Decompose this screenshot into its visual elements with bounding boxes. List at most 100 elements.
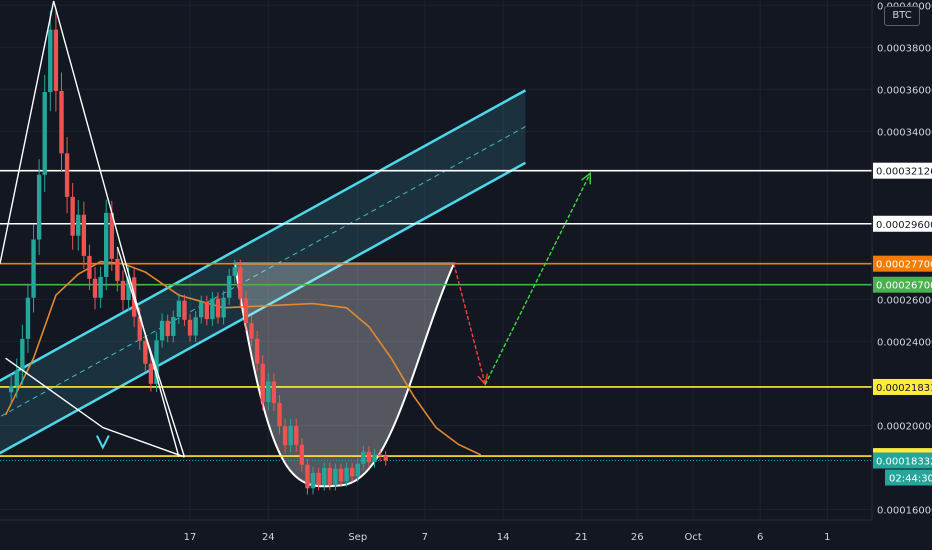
- candle-body: [154, 340, 159, 384]
- time-tick-label: 17: [184, 532, 197, 543]
- projection-arrows[interactable]: [453, 171, 591, 387]
- candle-body: [288, 426, 293, 446]
- horizontal-levels[interactable]: [0, 169, 872, 461]
- candle-body: [333, 468, 338, 486]
- candles: [8, 9, 388, 495]
- candle-body: [8, 385, 14, 393]
- candle-body: [361, 451, 366, 464]
- level-label-background: [873, 215, 932, 232]
- candle-body: [70, 196, 75, 236]
- candle-body: [338, 468, 344, 482]
- level-label-background: [873, 452, 932, 469]
- candle-body: [277, 402, 282, 427]
- candle-body: [238, 267, 243, 299]
- price-tick-label: 0.00036000: [877, 85, 932, 96]
- candle-body: [377, 454, 383, 456]
- currency-badge[interactable]: BTC: [884, 6, 920, 26]
- level-label-text: 0.00032126: [876, 167, 932, 178]
- candle-body: [120, 280, 126, 301]
- time-tick-label: 1: [824, 532, 830, 543]
- candle-body: [42, 92, 47, 175]
- candle-body: [148, 363, 154, 384]
- candle-body: [143, 340, 148, 364]
- candle-body: [187, 319, 193, 336]
- candle-body: [59, 90, 64, 154]
- candle-body: [176, 300, 182, 318]
- candle-body: [159, 320, 165, 341]
- candle-body: [271, 381, 277, 403]
- candle-body: [104, 212, 109, 277]
- candle-body: [76, 214, 81, 236]
- candle-body: [115, 258, 120, 281]
- candle-body: [294, 426, 299, 445]
- candle-body: [260, 363, 265, 402]
- arrow-up-head: [581, 171, 591, 185]
- time-tick-label: Sep: [348, 532, 367, 543]
- level-label-text: 0.00027700: [876, 260, 932, 271]
- level-price-labels: 0.00032126 0.00029600 0.00027700 0.00026700…: [873, 162, 932, 486]
- candle-body: [171, 317, 176, 336]
- time-axis[interactable]: 17 24 Sep 7 14 21 26 Oct 6 1: [0, 519, 932, 550]
- candle-body: [254, 338, 260, 364]
- wedge-line: [5, 357, 185, 458]
- candle-body: [355, 463, 360, 477]
- candle-body: [126, 277, 131, 301]
- candle-body: [193, 317, 198, 336]
- candle-body: [199, 301, 204, 318]
- price-tick-label: 0.00026000: [877, 295, 932, 306]
- candle-body: [349, 467, 355, 477]
- time-tick-label: 24: [262, 532, 275, 543]
- time-tick-label: 7: [422, 532, 428, 543]
- candle-body: [210, 298, 215, 320]
- candle-body: [305, 464, 310, 489]
- candle-body: [243, 298, 249, 324]
- time-tick-label: 6: [757, 532, 763, 543]
- time-axis-background: [0, 520, 932, 550]
- level-label-text: 0.00018332: [876, 456, 932, 467]
- candle-body: [299, 444, 305, 465]
- countdown-background: [885, 469, 932, 486]
- level-label-background: [873, 276, 932, 293]
- candle-body: [310, 472, 316, 489]
- candle-body: [92, 278, 98, 298]
- channel-upper-line: [0, 89, 527, 382]
- price-tick-label: 0.00034000: [877, 127, 932, 138]
- channel-lower-line: [0, 161, 527, 455]
- candle-body: [366, 451, 372, 463]
- candle-body: [165, 320, 170, 336]
- cyan-arrow-icon: [95, 435, 110, 450]
- level-label-background: [873, 255, 932, 272]
- candle-body: [249, 323, 254, 339]
- price-tick-label: 0.00038000: [877, 43, 932, 54]
- candle-body: [316, 472, 321, 486]
- candle-body: [372, 454, 377, 463]
- arrow-up-line: [484, 173, 591, 385]
- time-tick-label: 21: [575, 532, 588, 543]
- triangle-drawing: [0, 0, 180, 458]
- candle-body: [215, 298, 221, 318]
- ascending-channel[interactable]: [0, 89, 527, 465]
- candle-body: [14, 370, 19, 386]
- trend-drawings[interactable]: [0, 0, 186, 458]
- candle-body: [282, 426, 288, 446]
- countdown-text: 02:44:30: [889, 473, 932, 484]
- candle-body: [131, 277, 137, 317]
- candle-body: [221, 297, 226, 318]
- candle-body: [87, 255, 92, 279]
- time-tick-label: 14: [497, 532, 510, 543]
- candle-body: [232, 267, 237, 276]
- time-tick-label: 26: [631, 532, 644, 543]
- level-label-text: 0.00029600: [876, 220, 932, 231]
- candle-body: [322, 467, 327, 486]
- candle-body: [182, 300, 187, 320]
- level-label-text: 0.00026700: [876, 281, 932, 292]
- candle-body: [98, 276, 103, 298]
- level-label-background: [873, 378, 932, 395]
- candle-body: [109, 212, 114, 259]
- candle-body: [327, 467, 332, 486]
- candle-body: [344, 467, 349, 482]
- candle-body: [20, 338, 25, 371]
- wedge-line: [116, 246, 186, 458]
